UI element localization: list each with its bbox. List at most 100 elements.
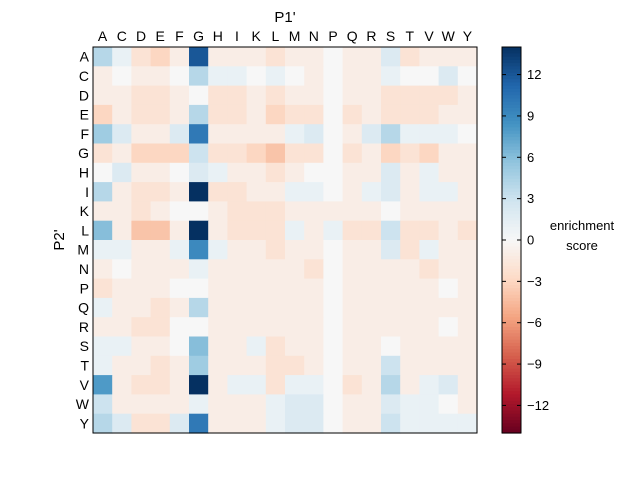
heatmap-cell-L-N	[304, 220, 324, 241]
heatmap-cell-D-Y	[457, 85, 478, 106]
heatmap-cell-D-N	[304, 85, 324, 106]
heatmap-cell-E-F	[169, 104, 190, 125]
heatmap-cell-N-Q	[342, 259, 363, 280]
heatmap-cell-G-T	[400, 143, 420, 164]
colorbar-segment	[502, 191, 521, 196]
heatmap-cell-H-R	[361, 162, 382, 183]
heatmap-cell-P-E	[150, 278, 171, 299]
colorbar-segment	[502, 278, 521, 283]
heatmap-cell-P-W	[438, 278, 459, 299]
colorbar-segment	[502, 265, 521, 270]
heatmap-cell-Q-A	[93, 297, 113, 318]
x-tick-label: C	[117, 28, 127, 44]
y-tick-label: Y	[80, 415, 90, 431]
heatmap-cell-P-Q	[342, 278, 363, 299]
x-tick-label: D	[136, 28, 146, 44]
heatmap-cell-W-W	[438, 394, 459, 415]
colorbar-tick-label: 9	[527, 108, 534, 123]
heatmap-cell-R-Y	[457, 317, 478, 338]
heatmap-cell-M-Q	[342, 240, 363, 260]
heatmap-cell-H-Y	[457, 162, 478, 183]
heatmap-cell-W-K	[246, 394, 267, 415]
heatmap-cell-V-I	[227, 375, 248, 395]
colorbar-segment	[502, 47, 521, 51]
heatmap-cell-N-Y	[457, 259, 478, 280]
colorbar-segment	[502, 249, 521, 254]
heatmap-cell-Q-Y	[457, 297, 478, 318]
heatmap-cell-P-R	[361, 278, 382, 299]
heatmap-cell-E-A	[93, 104, 113, 125]
heatmap-cell-K-N	[304, 201, 324, 222]
heatmap-cell-W-C	[112, 394, 132, 415]
heatmap-cell-P-G	[189, 278, 209, 299]
colorbar-segment	[502, 101, 521, 106]
heatmap-cell-D-L	[265, 85, 286, 106]
colorbar-segment	[502, 188, 521, 193]
heatmap-cell-V-E	[150, 375, 171, 395]
heatmap-cell-S-G	[189, 336, 209, 357]
heatmap-cell-P-L	[265, 278, 286, 299]
colorbar-segment	[502, 394, 521, 399]
heatmap-cell-E-E	[150, 104, 171, 125]
heatmap-cell-R-N	[304, 317, 324, 338]
heatmap-cell-Q-T	[400, 297, 420, 318]
heatmap-cell-V-V	[419, 375, 440, 395]
heatmap-cell-N-E	[150, 259, 171, 280]
heatmap-cell-V-Y	[457, 375, 478, 395]
heatmap-cell-W-L	[265, 394, 286, 415]
heatmap-cell-I-C	[112, 182, 132, 202]
heatmap-cell-F-P	[323, 124, 344, 145]
colorbar-segment	[502, 56, 521, 61]
heatmap-cell-Q-F	[169, 297, 190, 318]
heatmap-cell-Q-V	[419, 297, 440, 318]
heatmap-cell-G-G	[189, 143, 209, 164]
heatmap-cell-C-L	[265, 66, 286, 87]
heatmap-cell-P-Y	[457, 278, 478, 299]
colorbar-segment	[502, 352, 521, 357]
heatmap-cell-N-M	[285, 259, 305, 280]
heatmap-cell-G-C	[112, 143, 132, 164]
colorbar-segment	[502, 252, 521, 257]
heatmap-cell-C-N	[304, 66, 324, 87]
heatmap-cell-N-L	[265, 259, 286, 280]
y-tick-label: M	[77, 242, 89, 258]
heatmap-cell-R-F	[169, 317, 190, 338]
x-tick-label: H	[213, 28, 223, 44]
heatmap-cell-C-P	[323, 66, 344, 87]
heatmap-cell-Y-E	[150, 413, 171, 434]
heatmap-cell-Q-L	[265, 297, 286, 318]
colorbar-segment	[502, 172, 521, 177]
heatmap-cell-F-E	[150, 124, 171, 145]
heatmap-cell-R-E	[150, 317, 171, 338]
x-tick-label: E	[156, 28, 165, 44]
heatmap-cell-P-D	[131, 278, 152, 299]
heatmap-cell-N-C	[112, 259, 132, 280]
colorbar-segment	[502, 410, 521, 415]
heatmap-cell-N-F	[169, 259, 190, 280]
heatmap-cell-S-R	[361, 336, 382, 357]
heatmap-cell-E-H	[208, 104, 228, 125]
heatmap-cell-F-R	[361, 124, 382, 145]
heatmap-cell-S-V	[419, 336, 440, 357]
heatmap-cell-I-Q	[342, 182, 363, 202]
heatmap-cell-Q-G	[189, 297, 209, 318]
heatmap-cell-W-I	[227, 394, 248, 415]
heatmap-cell-M-F	[169, 240, 190, 260]
heatmap-cell-H-V	[419, 162, 440, 183]
heatmap-cell-A-G	[189, 47, 209, 67]
colorbar-segment	[502, 333, 521, 338]
x-tick-label: L	[272, 28, 280, 44]
colorbar-segment	[502, 127, 521, 132]
colorbar-tick-label: 3	[527, 191, 534, 206]
colorbar-segment	[502, 342, 521, 347]
heatmap-cell-G-V	[419, 143, 440, 164]
colorbar-segment	[502, 420, 521, 424]
y-axis-label: P2'	[51, 229, 68, 250]
heatmap-cell-V-T	[400, 375, 420, 395]
heatmap-cell-D-M	[285, 85, 305, 106]
heatmap-cell-L-L	[265, 220, 286, 241]
colorbar-segment	[502, 294, 521, 299]
heatmap-cell-S-H	[208, 336, 228, 357]
heatmap-cell-G-E	[150, 143, 171, 164]
heatmap-cell-F-W	[438, 124, 459, 145]
